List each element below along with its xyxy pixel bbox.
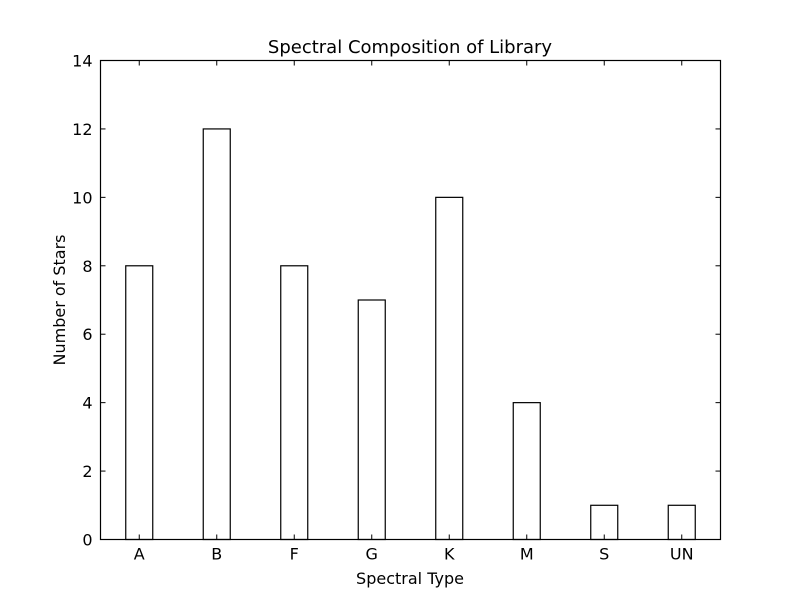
bar-m <box>512 402 541 541</box>
x-tick-label: S <box>599 545 609 564</box>
bar-g <box>357 299 386 541</box>
bar-un <box>667 504 696 541</box>
x-tick-label: G <box>366 545 378 564</box>
x-tick-label: K <box>444 545 455 564</box>
plot-frame <box>99 59 722 541</box>
chart-title: Spectral Composition of Library <box>268 37 553 58</box>
y-tick-label: 6 <box>82 325 92 344</box>
y-tick-label: 8 <box>82 257 92 276</box>
y-tick-label: 10 <box>72 188 92 207</box>
bar-a <box>125 265 154 541</box>
x-tick-label: A <box>134 545 145 564</box>
x-tick-label: UN <box>670 545 694 564</box>
y-tick-label: 4 <box>82 394 92 413</box>
bar-s <box>590 504 619 541</box>
x-tick-label: F <box>290 545 299 564</box>
ticks-group: A B F G K M S UN 0 2 4 6 8 10 12 14 <box>72 52 721 564</box>
y-tick-label: 0 <box>82 531 92 550</box>
bars-group <box>125 128 696 541</box>
bar-b <box>202 128 231 541</box>
bar-k <box>435 196 464 541</box>
x-axis-label: Spectral Type <box>356 569 464 588</box>
y-tick-label: 12 <box>72 120 92 139</box>
x-tick-label: M <box>520 545 534 564</box>
y-axis-label: Number of Stars <box>50 234 69 365</box>
y-tick-label: 14 <box>72 52 92 71</box>
x-tick-label: B <box>211 545 222 564</box>
bar-f <box>280 265 309 541</box>
y-tick-label: 2 <box>82 462 92 481</box>
